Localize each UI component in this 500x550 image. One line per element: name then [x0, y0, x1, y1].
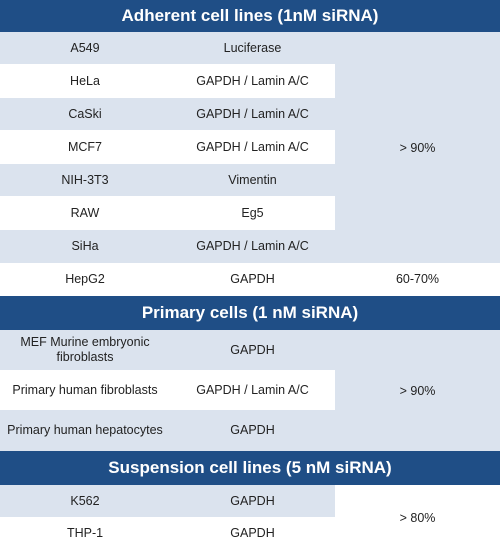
target-gene: GAPDH / Lamin A/C: [196, 382, 309, 397]
cell-line-name: CaSki: [68, 106, 102, 121]
section-header-suspension: Suspension cell lines (5 nM siRNA): [0, 451, 500, 485]
cell-line-name: HepG2: [65, 272, 105, 286]
table-row: THP-1 GAPDH: [0, 517, 335, 550]
cell-line-name: RAW: [70, 205, 100, 220]
target-gene: GAPDH: [230, 526, 275, 540]
cell-line-name: Primary human fibroblasts: [12, 382, 158, 397]
table-row: RAW Eg5: [0, 196, 335, 230]
table-row: Primary human hepatocytes GAPDH: [0, 410, 335, 451]
target-gene: GAPDH: [230, 423, 275, 437]
table-row: K562 GAPDH: [0, 485, 335, 517]
section-header-primary: Primary cells (1 nM siRNA): [0, 296, 500, 330]
target-gene: Eg5: [241, 205, 264, 220]
cell-line-name: Primary human hepatocytes: [7, 423, 163, 437]
target-gene: GAPDH: [230, 272, 275, 286]
target-gene: Luciferase: [223, 40, 282, 55]
table-row: SiHa GAPDH / Lamin A/C: [0, 230, 335, 263]
target-gene: Vimentin: [228, 172, 277, 187]
cell-line-name: HeLa: [70, 73, 100, 88]
target-gene: GAPDH / Lamin A/C: [196, 239, 309, 253]
table-row: HeLa GAPDH / Lamin A/C: [0, 64, 335, 98]
efficiency-merged-cell: > 80%: [335, 485, 500, 550]
efficiency-merged-cell: > 90%: [335, 32, 500, 263]
efficiency-value: 60-70%: [395, 272, 440, 286]
cell-line-name: K562: [70, 493, 100, 508]
cell-line-name: NIH-3T3: [61, 172, 109, 187]
cell-line-name: A549: [70, 40, 100, 55]
cell-line-name: SiHa: [71, 239, 99, 253]
cell-line-name: THP-1: [66, 526, 104, 540]
table-row: CaSki GAPDH / Lamin A/C: [0, 98, 335, 130]
efficiency-merged-cell: > 90%: [335, 330, 500, 451]
cell-line-name: MEF Murine embryonic fibroblasts: [20, 335, 150, 364]
table-row: HepG2 GAPDH 60-70%: [0, 263, 500, 296]
target-gene: GAPDH: [230, 342, 275, 357]
cell-line-name: MCF7: [67, 139, 103, 154]
target-gene: GAPDH: [230, 493, 275, 508]
table-row: Primary human fibroblasts GAPDH / Lamin …: [0, 370, 335, 410]
table-row: A549 Luciferase: [0, 32, 335, 64]
target-gene: GAPDH / Lamin A/C: [196, 73, 309, 88]
target-gene: GAPDH / Lamin A/C: [196, 106, 309, 121]
target-gene: GAPDH / Lamin A/C: [196, 139, 309, 154]
table-row: MCF7 GAPDH / Lamin A/C: [0, 130, 335, 164]
table-row: MEF Murine embryonic fibroblasts GAPDH: [0, 330, 335, 370]
section-header-adherent: Adherent cell lines (1nM siRNA): [0, 0, 500, 32]
table-row: NIH-3T3 Vimentin: [0, 164, 335, 196]
